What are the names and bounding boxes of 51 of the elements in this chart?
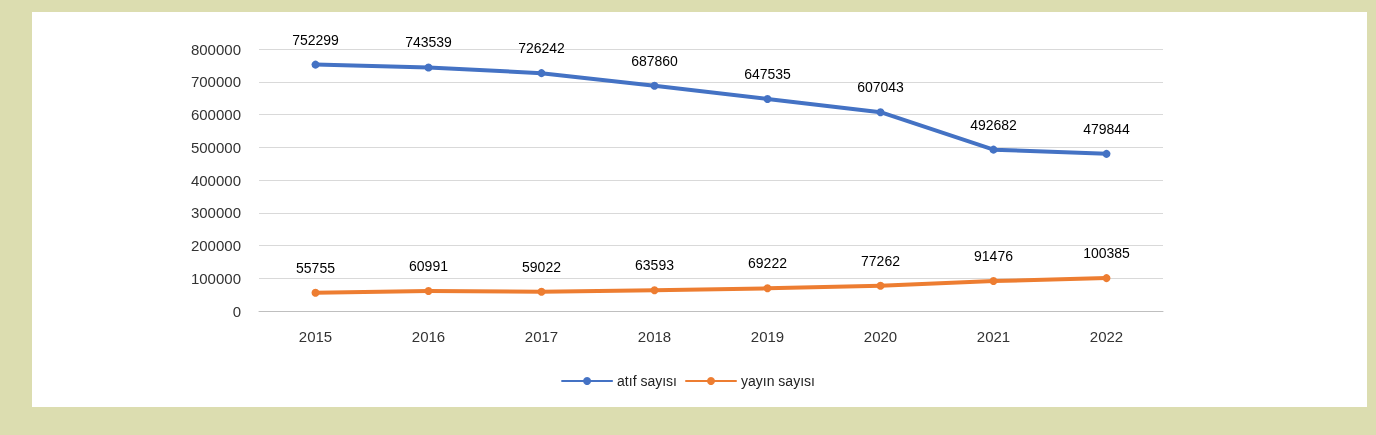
data-label: 100385 [1083,245,1131,262]
data-label: 687860 [631,52,679,69]
point [537,287,546,296]
point [537,69,546,78]
legend-label: atıf sayısı [617,373,678,389]
x-tick-label: 2019 [750,328,785,345]
point [1102,274,1111,283]
x-tick-label: 2017 [524,328,559,345]
y-tick-label: 700000 [190,73,241,91]
legend-label: yayın sayısı [741,373,815,389]
data-label: 492682 [970,116,1018,133]
x-tick-label: 2018 [637,328,672,345]
y-tick-label: 800000 [190,40,241,58]
point [876,108,885,117]
point [424,287,433,296]
y-tick-label: 400000 [190,171,241,189]
data-label: 752299 [292,31,340,48]
y-tick-label: 0 [232,302,241,320]
y-tick-label: 100000 [190,269,241,287]
data-label: 91476 [974,248,1014,265]
y-tick-label: 500000 [190,138,241,156]
data-label: 60991 [409,258,449,275]
point [424,63,433,72]
data-label: 59022 [522,258,562,275]
data-label: 63593 [635,257,675,274]
y-tick-label: 600000 [190,106,241,123]
point [989,277,998,286]
x-tick-label: 2015 [298,328,333,345]
point [876,281,885,290]
data-label: 479844 [1083,120,1131,137]
data-label: 69222 [748,255,788,272]
point [1102,149,1111,158]
point [311,288,320,297]
x-tick-label: 2021 [976,328,1011,345]
point [650,286,659,295]
point [763,94,772,103]
data-label: 607043 [857,79,905,96]
data-label: 726242 [518,40,566,57]
point [650,81,659,90]
y-tick-label: 300000 [190,204,241,222]
point [989,145,998,154]
point [763,284,772,293]
data-label: 647535 [744,65,792,82]
data-label: 77262 [861,252,901,269]
x-tick-label: 2020 [863,328,898,345]
data-label: 55755 [296,259,336,276]
point [311,60,320,69]
data-label: 743539 [405,34,453,51]
x-tick-label: 2022 [1089,328,1124,345]
y-tick-label: 200000 [190,237,241,254]
x-tick-label: 2016 [411,328,446,345]
